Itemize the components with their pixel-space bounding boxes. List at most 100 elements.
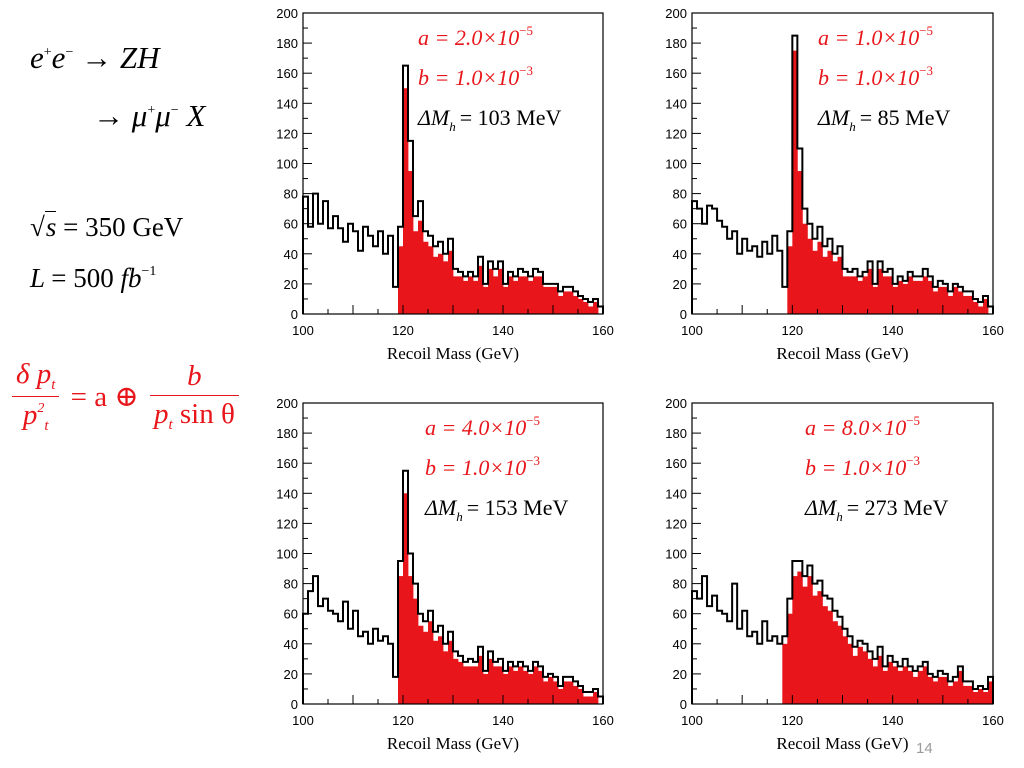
fill-bar [937,676,944,704]
x-tick-label: 120 [781,323,803,338]
fill-bar [962,295,969,314]
fill-bar [872,666,879,704]
fill-bar [578,298,584,314]
fill-bar [523,276,529,314]
fill-bar [528,280,534,314]
fill-bar [977,306,984,314]
y-tick-label: 60 [673,217,687,232]
fill-bar [837,625,843,704]
fill-bar [962,685,969,704]
luminosity-formula: L = 500 fb−1 [30,263,157,293]
fill-bar [468,666,474,704]
fill-bar [518,276,524,314]
y-tick-label: 100 [276,547,298,562]
fill-bar [972,301,979,314]
fill-bar [982,691,989,704]
annotation-1: a = 1.0×10−5 [818,23,933,50]
fill-bar [588,696,594,704]
page-number: 14 [916,740,933,757]
fill-bar [493,666,499,704]
annotation-3: ΔMh = 103 MeV [417,105,561,134]
y-tick-label: 80 [284,577,298,592]
fill-bar [847,276,853,314]
y-tick-label: 0 [680,307,687,322]
fill-bar [847,643,853,704]
energy-formula: √s = 350 GeV [30,211,184,242]
fill-bar [528,673,534,704]
fill-bar [812,595,818,704]
fill-bar [827,250,833,314]
x-tick-label: 140 [492,713,514,728]
fill-bar [443,261,449,314]
fill-bar [498,268,504,314]
fill-bar [443,651,449,704]
y-tick-label: 160 [665,456,687,471]
histogram-panel-4: 0 20 40 60 80 100 120 140 160 180 200 100 120 140 160 R… [665,396,1004,753]
fill-bar [588,306,594,314]
fill-bar [842,636,848,704]
fill-bar [593,301,599,314]
annotation-value: = 85 MeV [860,105,951,130]
y-tick-label: 40 [284,637,298,652]
fill-bar [947,685,954,704]
x-axis-title: Recoil Mass (GeV) [776,344,908,363]
y-tick-label: 120 [665,516,687,531]
fill-bar [892,666,899,704]
fill-bar [533,666,539,704]
y-tick-label: 40 [284,247,298,262]
fill-bar [897,280,904,314]
fill-bar [493,276,499,314]
fill-bar [967,685,974,704]
fill-bar [543,681,549,704]
fill-bar [413,598,419,704]
fill-bar [862,276,868,314]
fill-bar [822,606,828,704]
fill-bar [922,666,929,704]
fill-bar [408,171,414,314]
y-tick-label: 200 [276,396,298,411]
fill-bar [533,276,539,314]
annotation-2: b = 1.0×10−3 [425,453,540,480]
y-tick-label: 200 [665,396,687,411]
annotation-1: a = 8.0×10−5 [805,413,920,440]
annotation-value: a = 8.0×10 [805,415,906,440]
y-tick-label: 140 [665,486,687,501]
fill-bar [832,621,838,704]
fill-bar [463,666,469,704]
annotation-exponent: −5 [919,23,933,38]
fill-bar [972,691,979,704]
fill-bar [877,268,884,314]
fill-bar [952,286,959,314]
x-tick-label: 100 [292,323,314,338]
x-tick-label: 160 [592,323,614,338]
fill-bar [558,688,564,704]
fill-bar [932,291,939,314]
y-tick-label: 160 [665,66,687,81]
annotation-symbol: ΔM [424,495,458,520]
fill-bar [478,265,484,314]
annotation-subscript: h [849,119,856,134]
annotation-1: a = 4.0×10−5 [425,413,540,440]
y-tick-label: 160 [276,456,298,471]
fill-bar [947,295,954,314]
y-tick-label: 120 [665,126,687,141]
fill-bar [797,571,803,704]
y-tick-label: 0 [291,307,298,322]
fill-bar [827,610,833,704]
fill-bar [423,631,429,704]
fill-bar [548,676,554,704]
histogram-outline [691,560,994,704]
fill-bar [857,280,863,314]
x-tick-label: 140 [882,323,904,338]
fill-bar [513,670,519,704]
annotation-value: b = 1.0×10 [425,455,526,480]
annotation-subscript: h [456,509,463,524]
fill-bar [553,681,559,704]
y-tick-label: 160 [276,66,298,81]
annotation-subscript: h [449,119,456,134]
fill-bar [917,670,924,704]
fill-bar [403,88,409,314]
fill-bar [937,286,944,314]
fill-bar [573,685,579,704]
fill-bar [957,291,964,314]
